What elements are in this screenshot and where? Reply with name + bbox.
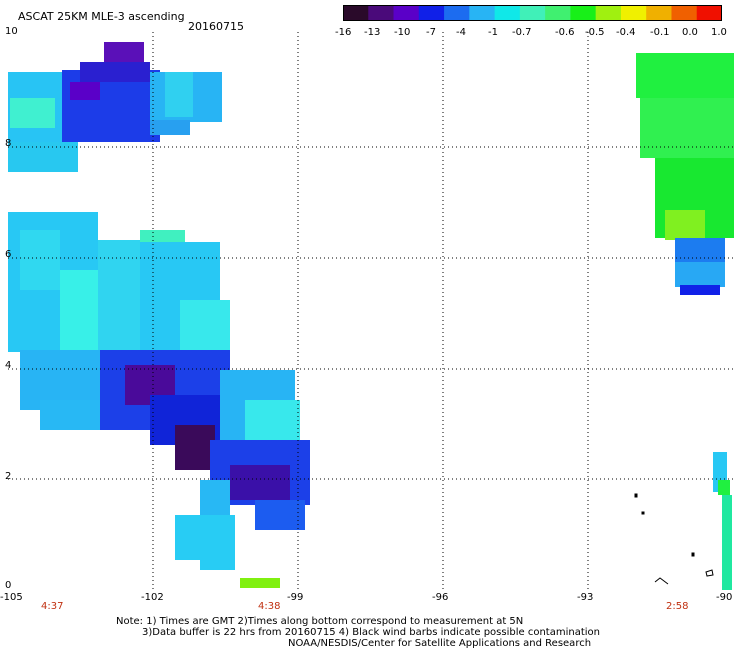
note-line-3: NOAA/NESDIS/Center for Satellite Applica… (288, 638, 592, 649)
colorbar-label: -0.6 (555, 27, 575, 38)
swath-time: 4:37 (41, 601, 64, 612)
colorbar-label: -16 (335, 27, 352, 38)
x-tick-label: -99 (287, 592, 304, 603)
colorbar-label: -0.1 (650, 27, 670, 38)
y-tick-label: 8 (5, 138, 12, 149)
y-tick-label: 6 (5, 249, 12, 260)
colorbar-label: -13 (364, 27, 381, 38)
colorbar-segment (418, 5, 445, 21)
colorbar-segment (671, 5, 698, 21)
x-tick-label: -93 (577, 592, 594, 603)
colorbar-segment (469, 5, 496, 21)
right-swath (636, 53, 734, 590)
left-swath (8, 42, 310, 588)
colorbar-segment (696, 5, 722, 21)
y-tick-label: 4 (5, 360, 12, 371)
colorbar (343, 5, 722, 21)
colorbar-segment (570, 5, 597, 21)
colorbar-label: -0.7 (512, 27, 532, 38)
x-tick-label: -90 (716, 592, 733, 603)
colorbar-label: -0.4 (616, 27, 636, 38)
y-tick-label: 10 (5, 26, 18, 37)
colorbar-label: 0.0 (682, 27, 698, 38)
colorbar-segment (494, 5, 521, 21)
gridlines (8, 32, 735, 590)
colorbar-segment (393, 5, 420, 21)
colorbar-segment (368, 5, 395, 21)
colorbar-segment (595, 5, 622, 21)
note-line-1: Note: 1) Times are GMT 2)Times along bot… (116, 616, 524, 627)
x-tick-label: -96 (432, 592, 449, 603)
colorbar-segment (646, 5, 672, 21)
colorbar-label: -7 (426, 27, 436, 38)
x-tick-label: -105 (0, 592, 23, 603)
colorbar-border (343, 5, 722, 21)
coastline (634, 493, 714, 585)
note-line-2: 3)Data buffer is 22 hrs from 20160715 4)… (142, 627, 600, 638)
x-tick-label: -102 (141, 592, 164, 603)
y-tick-label: 0 (5, 580, 12, 591)
colorbar-segment (620, 5, 647, 21)
y-tick-label: 2 (5, 471, 12, 482)
colorbar-segment (519, 5, 546, 21)
swath-time: 4:38 (258, 601, 281, 612)
colorbar-label: -0.5 (585, 27, 605, 38)
colorbar-label: -10 (394, 27, 411, 38)
map-title: ASCAT 25KM MLE-3 ascending (18, 10, 185, 23)
map-date: 20160715 (188, 20, 244, 33)
colorbar-label: 1.0 (711, 27, 727, 38)
colorbar-segment (444, 5, 470, 21)
colorbar-label: -1 (488, 27, 498, 38)
colorbar-segment (545, 5, 571, 21)
swath-time: 2:58 (666, 601, 689, 612)
colorbar-segment (343, 5, 369, 21)
colorbar-label: -4 (456, 27, 466, 38)
